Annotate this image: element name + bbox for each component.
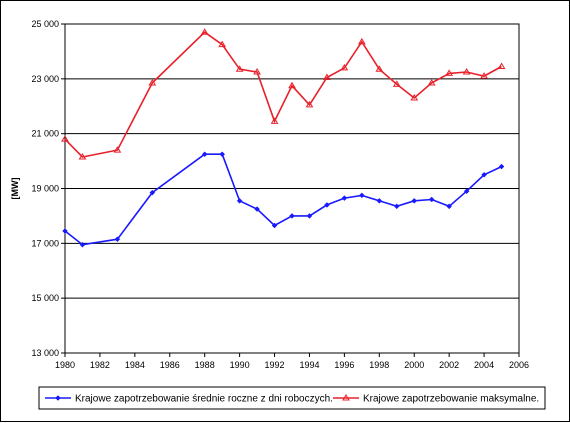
- data-point: [497, 62, 506, 69]
- data-point: [270, 117, 279, 124]
- data-point: [393, 203, 400, 210]
- y-tick-label: 23 000: [31, 74, 59, 84]
- y-tick-label: 17 000: [31, 238, 59, 248]
- data-point: [235, 65, 244, 72]
- data-point: [254, 206, 260, 212]
- x-tick-label: 1980: [55, 360, 75, 370]
- x-tick-label: 1984: [125, 360, 145, 370]
- data-point: [480, 72, 488, 79]
- x-tick-label: 1996: [334, 360, 354, 370]
- data-point: [341, 195, 348, 201]
- data-point: [200, 28, 209, 35]
- data-point: [219, 151, 226, 158]
- data-point: [61, 135, 69, 142]
- data-point: [376, 197, 383, 204]
- legend-box: [38, 386, 546, 410]
- x-tick-label: 2002: [439, 360, 459, 370]
- data-point: [113, 146, 122, 153]
- data-point: [271, 222, 278, 229]
- data-point: [78, 152, 87, 160]
- data-point: [305, 100, 314, 108]
- legend-swatch-marker: [342, 394, 350, 401]
- data-point: [148, 78, 157, 86]
- data-point: [357, 37, 366, 45]
- series-line-0: [64, 153, 502, 246]
- data-point: [114, 236, 121, 243]
- data-point: [253, 68, 261, 75]
- data-point: [323, 73, 331, 80]
- data-point: [392, 80, 401, 87]
- y-tick-label: 13 000: [31, 348, 59, 358]
- data-point: [324, 202, 330, 208]
- series-line-1: [64, 31, 502, 158]
- data-point: [218, 40, 227, 48]
- x-tick-label: 1982: [90, 360, 110, 370]
- y-axis-label: [MW]: [10, 178, 20, 200]
- data-point: [445, 69, 454, 76]
- data-point: [498, 163, 505, 170]
- y-tick-label: 15 000: [31, 293, 59, 303]
- data-point: [149, 189, 156, 196]
- data-point: [289, 213, 295, 219]
- data-point: [428, 196, 435, 203]
- y-tick-label: 25 000: [31, 19, 59, 29]
- x-tick-label: 1990: [230, 360, 250, 370]
- data-point: [411, 197, 418, 204]
- y-tick-label: 19 000: [31, 184, 59, 194]
- data-point: [375, 65, 384, 72]
- data-point: [463, 188, 470, 195]
- data-point: [446, 203, 453, 210]
- data-point: [410, 94, 419, 101]
- x-tick-label: 1994: [299, 360, 319, 370]
- data-point: [62, 228, 68, 234]
- x-tick-label: 2006: [509, 360, 529, 370]
- data-point: [201, 151, 208, 158]
- y-tick-label: 21 000: [31, 129, 59, 139]
- data-point: [462, 68, 471, 75]
- data-point: [236, 197, 243, 204]
- x-tick-label: 1986: [160, 360, 180, 370]
- data-point: [358, 192, 365, 199]
- data-point: [427, 78, 436, 86]
- data-point: [481, 171, 487, 178]
- legend-label: Krajowe zapotrzebowanie maksymalne.: [363, 394, 539, 405]
- x-tick-label: 2004: [474, 360, 494, 370]
- x-tick-label: 1988: [195, 360, 215, 370]
- data-point: [288, 81, 296, 89]
- legend-label: Krajowe zapotrzebowanie średnie roczne z…: [75, 394, 333, 405]
- legend-swatch-marker: [55, 395, 61, 401]
- x-tick-label: 1992: [265, 360, 285, 370]
- data-point: [79, 241, 86, 248]
- x-tick-label: 2000: [404, 360, 424, 370]
- data-point: [340, 63, 349, 71]
- x-tick-label: 1998: [369, 360, 389, 370]
- data-point: [306, 213, 313, 219]
